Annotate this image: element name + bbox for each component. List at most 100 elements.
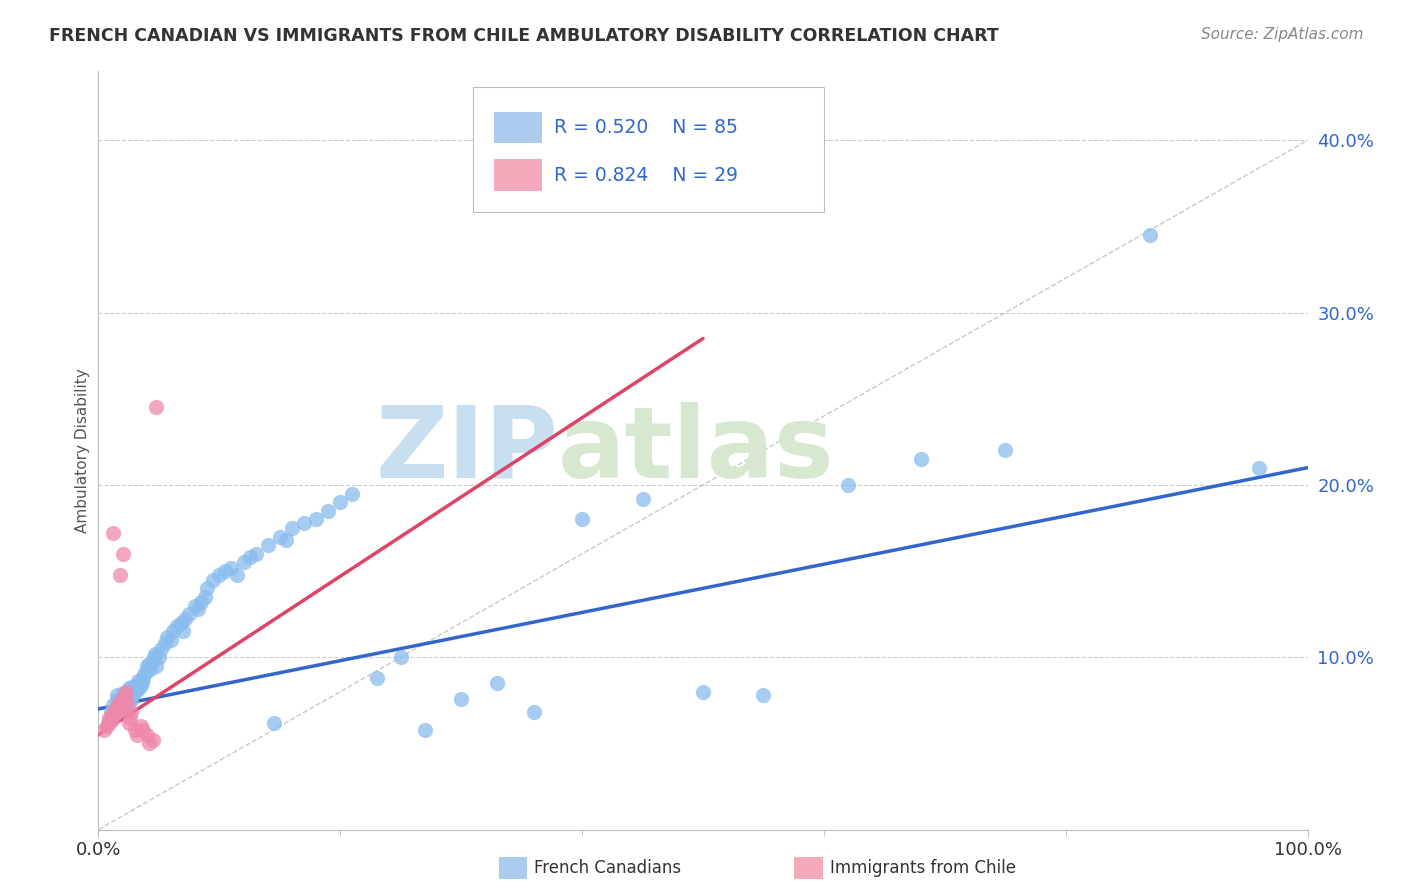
Point [105, 688, 128, 702]
Point [166, 619, 188, 633]
Point [98, 710, 121, 724]
Point [316, 504, 339, 518]
Point [837, 478, 859, 492]
Point [135, 728, 157, 742]
Point [97, 715, 120, 730]
Point [120, 706, 142, 720]
Point [115, 684, 138, 698]
Point [143, 650, 166, 665]
Point [692, 684, 714, 698]
Text: ZIP: ZIP [375, 402, 558, 499]
Point [208, 567, 231, 582]
Point [179, 607, 201, 622]
Point [110, 693, 132, 707]
Point [103, 706, 125, 720]
Point [631, 491, 654, 506]
Point [239, 550, 262, 565]
Point [96, 719, 118, 733]
Point [104, 702, 127, 716]
Point [160, 633, 183, 648]
Point [132, 671, 155, 685]
Point [190, 595, 212, 609]
Point [571, 512, 593, 526]
Point [153, 636, 176, 650]
Text: Immigrants from Chile: Immigrants from Chile [830, 859, 1015, 877]
Point [117, 697, 139, 711]
Point [292, 516, 315, 530]
Point [118, 710, 141, 724]
Point [184, 599, 207, 613]
Point [329, 495, 352, 509]
Point [124, 723, 146, 737]
Point [342, 486, 364, 500]
Point [134, 667, 156, 681]
Point [108, 697, 131, 711]
Point [274, 533, 297, 547]
Point [245, 547, 267, 561]
Point [122, 686, 145, 700]
Point [486, 676, 509, 690]
Point [195, 582, 218, 596]
Point [305, 512, 328, 526]
Point [135, 664, 157, 678]
Point [142, 654, 165, 668]
Point [112, 695, 135, 709]
Point [910, 452, 932, 467]
Point [263, 715, 285, 730]
Point [281, 521, 304, 535]
Point [523, 706, 546, 720]
Point [108, 567, 131, 582]
Point [125, 678, 148, 692]
Y-axis label: Ambulatory Disability: Ambulatory Disability [75, 368, 90, 533]
Point [124, 684, 146, 698]
Point [187, 602, 209, 616]
Point [202, 573, 225, 587]
Point [111, 686, 134, 700]
Point [174, 612, 197, 626]
Point [169, 615, 191, 630]
Point [389, 650, 412, 665]
Point [118, 715, 141, 730]
Point [111, 547, 134, 561]
Text: R = 0.520    N = 85: R = 0.520 N = 85 [554, 118, 738, 137]
Point [145, 401, 167, 415]
Point [450, 691, 472, 706]
Point [108, 702, 131, 716]
Point [150, 641, 173, 656]
Point [111, 700, 134, 714]
Point [105, 693, 128, 707]
Point [108, 697, 131, 711]
Point [105, 706, 128, 720]
Point [101, 526, 124, 541]
Point [214, 564, 236, 578]
Point [139, 662, 162, 676]
Point [114, 688, 136, 702]
Point [118, 688, 141, 702]
Point [148, 650, 170, 665]
Point [127, 683, 149, 698]
Point [93, 723, 115, 737]
Point [226, 567, 249, 582]
Point [118, 681, 141, 696]
Point [120, 693, 142, 707]
Point [129, 719, 152, 733]
Text: R = 0.824    N = 29: R = 0.824 N = 29 [554, 166, 738, 185]
Point [118, 691, 141, 706]
Point [994, 443, 1017, 458]
Point [110, 691, 132, 706]
FancyBboxPatch shape [474, 87, 824, 211]
Point [156, 630, 179, 644]
FancyBboxPatch shape [494, 160, 543, 191]
Point [127, 674, 149, 689]
Point [135, 658, 157, 673]
Point [138, 736, 160, 750]
Point [101, 698, 124, 713]
Point [108, 702, 131, 716]
Point [115, 684, 138, 698]
Point [114, 690, 136, 704]
Point [752, 688, 775, 702]
Point [112, 693, 135, 707]
Point [162, 624, 184, 639]
Point [172, 624, 194, 639]
Point [100, 706, 122, 720]
